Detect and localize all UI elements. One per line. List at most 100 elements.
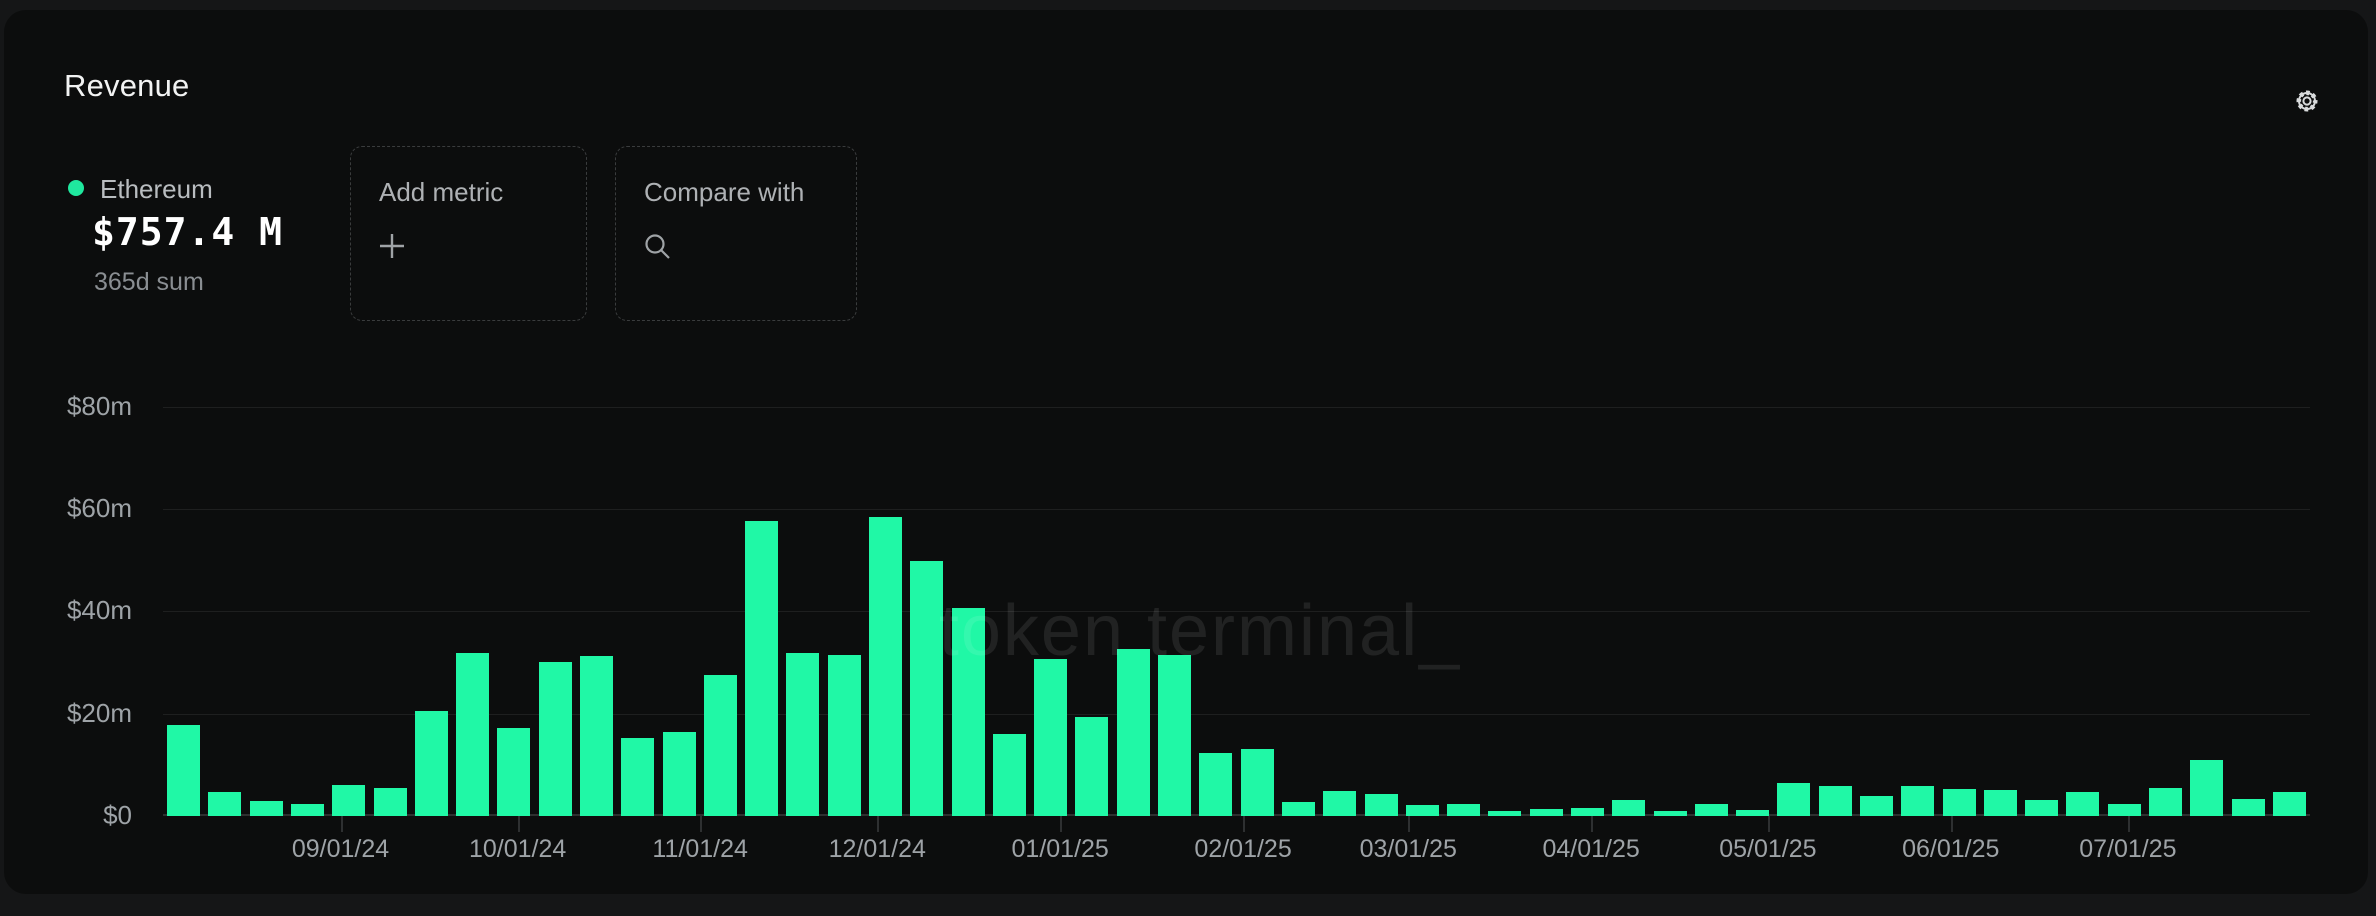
bar[interactable] <box>249 801 283 816</box>
add-metric-button[interactable]: Add metric <box>350 146 587 321</box>
x-axis-line <box>163 814 2310 816</box>
compare-with-label: Compare with <box>644 177 805 207</box>
x-axis-label: 04/01/25 <box>1542 835 1640 863</box>
metric-period: 365d sum <box>94 268 204 296</box>
bar[interactable] <box>1942 788 1976 816</box>
bar[interactable] <box>1736 810 1770 816</box>
bar[interactable] <box>1116 649 1150 816</box>
x-axis-label: 03/01/25 <box>1359 835 1457 863</box>
bar[interactable] <box>1570 807 1604 816</box>
x-axis-tick <box>700 816 703 832</box>
bar[interactable] <box>1447 803 1481 816</box>
x-axis-label: 10/01/24 <box>468 835 567 863</box>
bar[interactable] <box>1199 753 1233 816</box>
gridline <box>163 509 2310 511</box>
bar[interactable] <box>538 662 572 816</box>
bar[interactable] <box>167 724 201 816</box>
x-axis-label: 05/01/25 <box>1719 835 1817 863</box>
bar[interactable] <box>1281 801 1315 816</box>
bar[interactable] <box>1529 808 1563 816</box>
bar[interactable] <box>1034 658 1068 816</box>
gear-icon <box>2290 88 2324 114</box>
bar[interactable] <box>827 655 861 816</box>
bar[interactable] <box>745 521 779 816</box>
bar[interactable] <box>332 785 366 816</box>
plus-icon <box>377 231 407 261</box>
settings-button[interactable] <box>2290 84 2324 118</box>
x-axis-label: 12/01/24 <box>828 835 926 863</box>
x-axis-tick <box>877 816 880 832</box>
x-axis-label: 07/01/25 <box>2079 835 2177 863</box>
bar[interactable] <box>1158 654 1192 816</box>
gridline <box>163 611 2310 613</box>
compare-with-button[interactable]: Compare with <box>615 146 857 321</box>
bar[interactable] <box>1075 717 1109 816</box>
x-axis-label: 01/01/25 <box>1011 835 1109 863</box>
bar[interactable] <box>2025 800 2059 816</box>
y-axis-label: $40m <box>66 595 132 626</box>
revenue-card: Revenue Ethereum $757.4 M 365d sum Add m… <box>4 10 2368 894</box>
gridline <box>163 406 2310 408</box>
x-axis-label: 02/01/25 <box>1194 835 1292 863</box>
x-axis-tick <box>1060 816 1063 832</box>
bar[interactable] <box>910 560 944 816</box>
bar[interactable] <box>580 655 614 816</box>
bar[interactable] <box>291 803 324 816</box>
bar[interactable] <box>951 607 985 816</box>
bar[interactable] <box>2107 804 2141 816</box>
x-axis-label: 06/01/25 <box>1902 835 2000 863</box>
bar[interactable] <box>1612 800 1646 816</box>
bar[interactable] <box>1240 748 1274 816</box>
bar[interactable] <box>662 731 696 816</box>
bar[interactable] <box>869 517 903 816</box>
bar[interactable] <box>1653 810 1687 816</box>
bar[interactable] <box>992 734 1026 816</box>
y-axis-label: $60m <box>66 493 132 524</box>
bar[interactable] <box>414 710 448 816</box>
token-terminal-watermark: token terminal_ <box>938 591 1462 671</box>
bar[interactable] <box>1323 791 1357 816</box>
x-axis-tick <box>2127 816 2130 832</box>
bar[interactable] <box>2190 759 2224 816</box>
x-axis-label: 11/01/24 <box>652 835 748 863</box>
bar[interactable] <box>1364 794 1398 816</box>
search-icon <box>642 231 672 261</box>
ethereum-series-dot <box>68 180 84 196</box>
y-axis-label: $0 <box>103 800 132 830</box>
bar[interactable] <box>2066 792 2100 816</box>
bar[interactable] <box>2272 792 2306 816</box>
y-axis-label: $80m <box>66 390 132 421</box>
x-axis-tick <box>1767 816 1770 832</box>
bar[interactable] <box>1405 805 1439 816</box>
add-metric-label: Add metric <box>379 177 504 207</box>
bar[interactable] <box>1901 785 1935 816</box>
x-axis-tick <box>340 816 343 832</box>
bar[interactable] <box>208 791 242 816</box>
bar[interactable] <box>2148 788 2182 816</box>
x-axis-tick <box>1243 816 1246 832</box>
bar[interactable] <box>373 787 407 816</box>
x-axis-tick <box>1591 816 1594 832</box>
metric-value: $757.4 M <box>92 210 284 254</box>
x-axis-tick <box>1408 816 1411 832</box>
bar[interactable] <box>456 653 490 816</box>
bar[interactable] <box>1818 785 1852 816</box>
bar[interactable] <box>497 727 531 816</box>
bar[interactable] <box>1859 796 1893 816</box>
bar[interactable] <box>621 737 655 816</box>
page-title: Revenue <box>64 68 190 103</box>
bar[interactable] <box>2231 799 2265 816</box>
bar[interactable] <box>1488 811 1522 816</box>
y-axis-label: $20m <box>66 697 132 728</box>
bar[interactable] <box>1983 789 2017 816</box>
bar[interactable] <box>1694 804 1728 816</box>
x-axis-label: 09/01/24 <box>291 835 390 863</box>
gridline <box>163 713 2310 715</box>
x-axis-tick <box>1950 816 1953 832</box>
revenue-chart[interactable]: $0 $20m $40m $60m $80m 09/01/24 10/01/24 11/01/… <box>4 10 2376 916</box>
x-axis-tick <box>517 816 520 832</box>
metric-name[interactable]: Ethereum <box>100 174 213 204</box>
bar[interactable] <box>1777 782 1811 816</box>
bar[interactable] <box>786 653 820 816</box>
bar[interactable] <box>703 675 737 816</box>
